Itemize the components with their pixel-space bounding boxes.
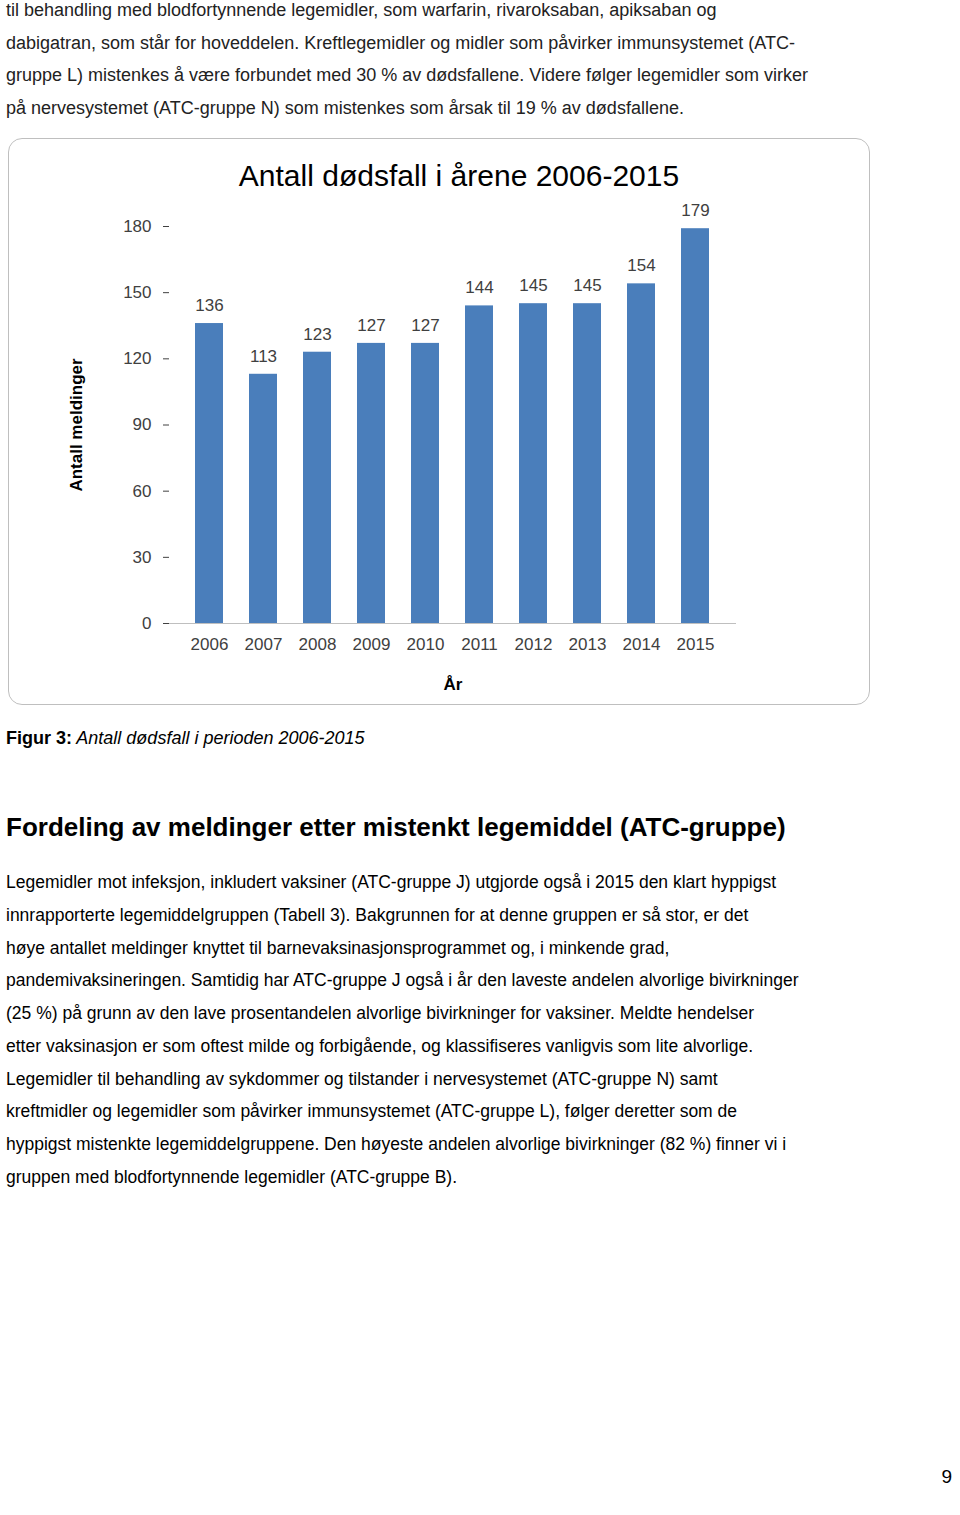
- html-text:på nervesystemet (ATC-gruppe N: på nervesystemet (ATC-gruppe N) som mist…: [6, 97, 684, 118]
- html-text:innrapporterte legemiddelgrupp: innrapporterte legemiddelgruppen (Tabell…: [6, 904, 749, 925]
- html-text:Legemidler mot infeksjon, inkl: Legemidler mot infeksjon, inkludert vaks…: [6, 872, 777, 892]
- svg-text:0: 0: [142, 614, 151, 633]
- svg-text:2006: 2006: [191, 635, 229, 654]
- svg-text:90: 90: [133, 415, 152, 434]
- svg-text:2010: 2010: [407, 635, 445, 654]
- svg-text:145: 145: [573, 276, 601, 295]
- html-text:Fordeling av meldinger etter m: Fordeling av meldinger etter mistenkt le…: [6, 812, 786, 842]
- svg-text:30: 30: [133, 548, 152, 567]
- svg-text:År: År: [444, 675, 463, 694]
- svg-text:123: 123: [303, 325, 331, 344]
- svg-text:113: 113: [250, 347, 277, 366]
- html-text:(25 %) på grunn av den lave pr: (25 %) på grunn av den lave prosentandel…: [6, 1003, 755, 1023]
- svg-text:2009: 2009: [353, 635, 391, 654]
- svg-text:2012: 2012: [515, 635, 553, 654]
- html-text:Antall dødsfall i årene 2006-2: Antall dødsfall i årene 2006-2015: [238, 159, 680, 192]
- svg-text:2013: 2013: [569, 635, 607, 654]
- svg-text:180: 180: [123, 217, 151, 236]
- svg-text:127: 127: [411, 316, 439, 335]
- html-text:dabigatran, som står for hoved: dabigatran, som står for hoveddelen. Kre…: [6, 32, 795, 53]
- html-text:pandemivaksineringen. Samtidig: pandemivaksineringen. Samtidig har ATC-g…: [6, 970, 799, 991]
- svg-text:145: 145: [519, 276, 547, 295]
- svg-text:150: 150: [123, 283, 151, 302]
- html-text:til behandling med blodfortynn: til behandling med blodfortynnende legem…: [6, 0, 717, 20]
- html-text:9: 9: [941, 1466, 952, 1487]
- svg-text:60: 60: [133, 482, 152, 501]
- html-text:gruppe L) mistenkes å være for: gruppe L) mistenkes å være forbundet med…: [6, 65, 808, 85]
- svg-text:154: 154: [627, 256, 655, 275]
- svg-text:2014: 2014: [623, 635, 661, 654]
- svg-text:127: 127: [357, 316, 385, 335]
- html-text:Figur 3: Antall dødsfall i per: Figur 3: Antall dødsfall i perioden 2006…: [6, 728, 365, 748]
- svg-text:2007: 2007: [245, 635, 283, 654]
- html-text:hyppigst mistenkte legemiddelg: hyppigst mistenkte legemiddelgruppene. D…: [6, 1134, 787, 1154]
- svg-text:144: 144: [465, 278, 493, 297]
- svg-text:120: 120: [123, 349, 151, 368]
- html-text:høye antallet meldinger knytte: høye antallet meldinger knyttet til barn…: [6, 937, 670, 958]
- html-text:kreftmidler og legemidler som: kreftmidler og legemidler som påvirker i…: [6, 1101, 737, 1122]
- svg-text:179: 179: [681, 201, 709, 220]
- html-text:etter vaksinasjon er som oftes: etter vaksinasjon er som oftest milde og…: [6, 1035, 753, 1056]
- html-text:gruppen med blodfortynnende le: gruppen med blodfortynnende legemidler (…: [6, 1166, 457, 1187]
- svg-text:2011: 2011: [461, 635, 498, 654]
- svg-text:2015: 2015: [677, 635, 715, 654]
- html-text:Legemidler til behandling av s: Legemidler til behandling av sykdommer o…: [6, 1068, 718, 1089]
- svg-text:136: 136: [195, 296, 223, 315]
- svg-text:Antall meldinger: Antall meldinger: [67, 358, 86, 492]
- svg-text:2008: 2008: [299, 635, 337, 654]
